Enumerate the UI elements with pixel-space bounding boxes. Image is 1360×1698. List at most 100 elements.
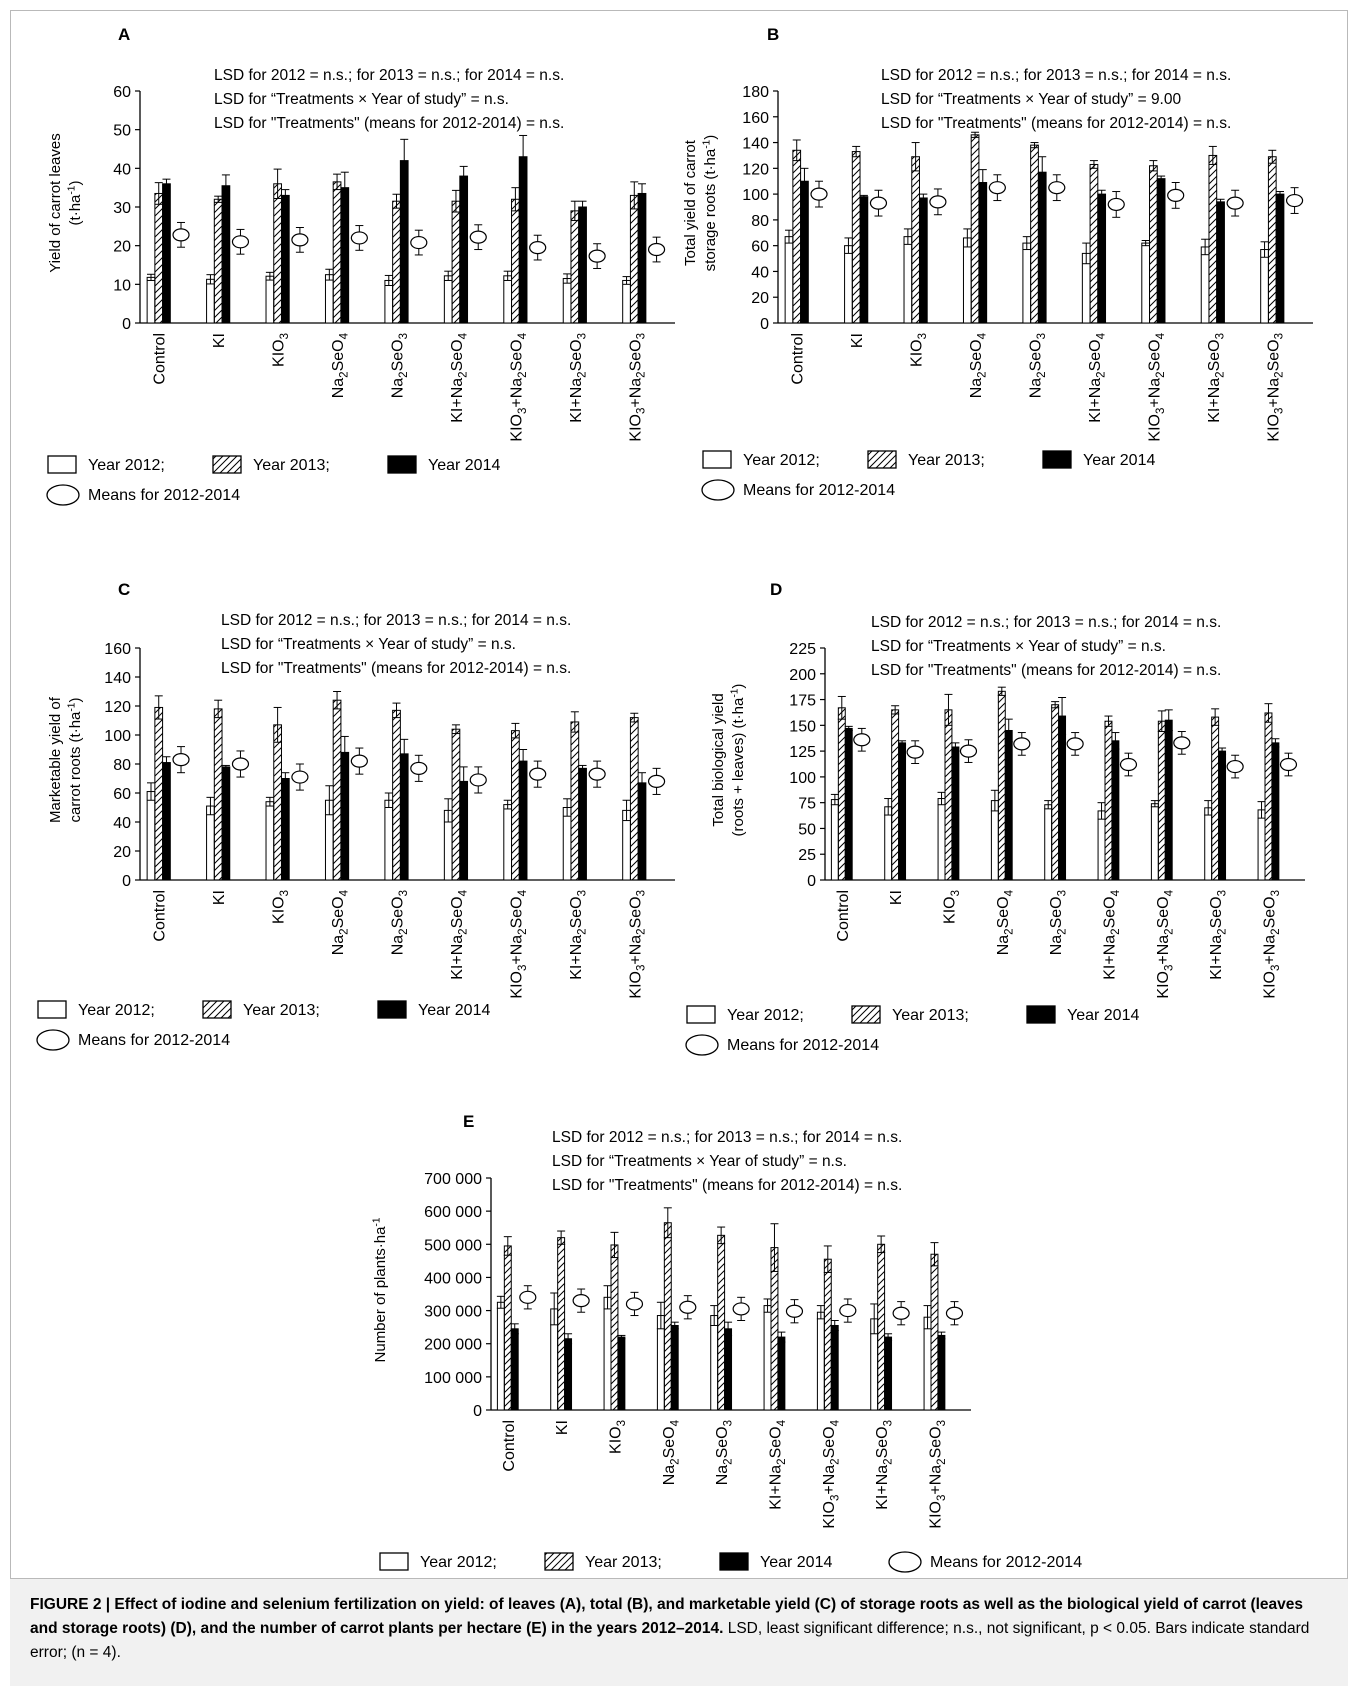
- legend-swatch-y2014: [387, 455, 417, 474]
- bar-2: [221, 185, 231, 324]
- mean-marker: [572, 1294, 590, 1308]
- y-axis-label: Marketable yield of carrot roots (t·ha-1): [47, 696, 84, 823]
- bar-0: [656, 1315, 665, 1411]
- y-tick-label: 600 000: [424, 1204, 482, 1221]
- x-tick-label: Na2SeO4: [330, 332, 350, 398]
- legend-label-y2013: Year 2013;: [908, 452, 985, 469]
- y-tick-label: 0: [473, 1403, 482, 1420]
- bar-0: [816, 1311, 825, 1411]
- legend-swatch-means: [46, 484, 80, 506]
- x-tick-label: KI+Na2SeO4: [1087, 332, 1107, 422]
- legend-label-means: Means for 2012-2014: [743, 482, 895, 499]
- x-tick-label: KIO3+Na2SeO3: [627, 890, 647, 999]
- bar-0: [265, 275, 275, 324]
- legend-label-y2012: Year 2012;: [88, 457, 165, 474]
- legend-swatch-y2013: [867, 450, 897, 469]
- y-tick-label: 60: [113, 84, 131, 101]
- x-tick-label: KIO3: [909, 333, 929, 367]
- mean-marker: [1173, 736, 1191, 750]
- bar-2: [1218, 750, 1227, 881]
- mean-marker: [172, 228, 190, 242]
- mean-marker: [906, 745, 924, 759]
- bar-0: [1204, 807, 1213, 881]
- legend-label-y2012: Year 2012;: [420, 1554, 497, 1571]
- mean-marker: [679, 1300, 697, 1314]
- mean-marker: [410, 761, 428, 775]
- mean-marker: [1048, 181, 1066, 195]
- x-tick-label: Na2SeO3: [1028, 333, 1048, 398]
- panel-letter: C: [118, 580, 130, 599]
- bar-1: [451, 200, 461, 324]
- bar-0: [384, 279, 394, 324]
- mean-marker: [172, 753, 190, 767]
- bar-1: [1211, 716, 1220, 881]
- bar-2: [777, 1336, 786, 1411]
- x-tick-label: KIO3: [941, 890, 961, 924]
- y-tick-label: 20: [751, 290, 769, 307]
- panel-letter: D: [770, 580, 782, 599]
- bar-2: [459, 175, 469, 324]
- x-tick-label: KIO3: [607, 1420, 627, 1454]
- bar-0: [503, 275, 513, 324]
- bar-1: [911, 156, 920, 324]
- mean-marker: [1119, 757, 1138, 772]
- bar-2: [918, 197, 928, 324]
- y-tick-label: 0: [122, 873, 131, 890]
- x-tick-label: Na2SeO3: [1048, 890, 1068, 955]
- y-axis-label: Total yield of carrot storage roots (t·ha…: [682, 135, 719, 272]
- x-tick-label: KI+Na2SeO3: [568, 890, 588, 980]
- mean-marker: [231, 757, 250, 771]
- y-tick-label: 175: [789, 693, 816, 710]
- bar-0: [1200, 246, 1210, 324]
- bar-1: [1149, 165, 1158, 324]
- x-tick-label: Control: [152, 333, 169, 385]
- x-tick-label: KIO3: [271, 890, 291, 924]
- bar-2: [578, 767, 587, 881]
- x-tick-label: KIO3+Na2SeO3: [1261, 890, 1281, 999]
- mean-marker: [291, 770, 309, 784]
- lsd-note: LSD for “Treatments × Year of study” = n…: [552, 1153, 847, 1170]
- bar-2: [724, 1328, 733, 1411]
- x-tick-label: KIO3+Na2SeO3: [1265, 333, 1285, 442]
- bar-1: [610, 1244, 619, 1411]
- x-tick-label: Na2SeO3: [390, 333, 410, 398]
- x-tick-label: KI: [211, 890, 228, 905]
- lsd-note: LSD for 2012 = n.s.; for 2013 = n.s.; fo…: [221, 612, 571, 629]
- chart-panel-D: D LSD for 2012 = n.s.; for 2013 = n.s.; f…: [710, 580, 1305, 999]
- bar-1: [511, 198, 520, 324]
- y-tick-label: 100: [104, 728, 131, 745]
- bar-0: [962, 237, 972, 324]
- y-tick-label: 100: [789, 770, 816, 787]
- y-tick-label: 140: [742, 136, 769, 153]
- y-tick-label: 80: [113, 757, 131, 774]
- y-tick-label: 125: [789, 744, 816, 761]
- bar-1: [213, 198, 223, 324]
- legend-swatch-y2012: [702, 450, 732, 469]
- x-tick-label: KIO3+Na2SeO3: [627, 333, 647, 442]
- caption-text: LSD, least significant difference; n.s.,…: [30, 1620, 1310, 1661]
- bar-1: [1089, 163, 1099, 324]
- mean-marker: [410, 235, 428, 250]
- legend-label-y2014: Year 2014: [1083, 452, 1155, 469]
- bar-2: [221, 766, 231, 881]
- legend-label-y2012: Year 2012;: [78, 1002, 155, 1019]
- x-tick-label: KI+Na2SeO3: [568, 333, 588, 423]
- bar-2: [898, 742, 907, 881]
- y-tick-label: 0: [760, 316, 769, 333]
- x-tick-label: KIO3+Na2SeO4: [508, 332, 528, 441]
- x-tick-label: KI+Na2SeO4: [767, 1419, 787, 1509]
- bar-2: [1004, 729, 1013, 881]
- y-tick-label: 50: [113, 123, 131, 140]
- x-tick-label: KI: [888, 890, 905, 905]
- bar-0: [1260, 249, 1269, 324]
- bar-1: [213, 708, 223, 881]
- legend-label-y2013: Year 2013;: [253, 457, 330, 474]
- legend-label-means: Means for 2012-2014: [78, 1032, 230, 1049]
- bar-1: [332, 699, 342, 881]
- lsd-note: LSD for 2012 = n.s.; for 2013 = n.s.; fo…: [881, 67, 1231, 84]
- chart-panel-B: B LSD for 2012 = n.s.; for 2013 = n.s.; f…: [682, 25, 1313, 442]
- chart-panel-A: A LSD for 2012 = n.s.; for 2013 = n.s.; f…: [47, 25, 675, 442]
- y-axis-label: Yield of carrot leaves (t·ha-1): [47, 133, 84, 273]
- lsd-note: LSD for 2012 = n.s.; for 2013 = n.s.; fo…: [552, 1129, 902, 1146]
- bar-1: [503, 1245, 512, 1411]
